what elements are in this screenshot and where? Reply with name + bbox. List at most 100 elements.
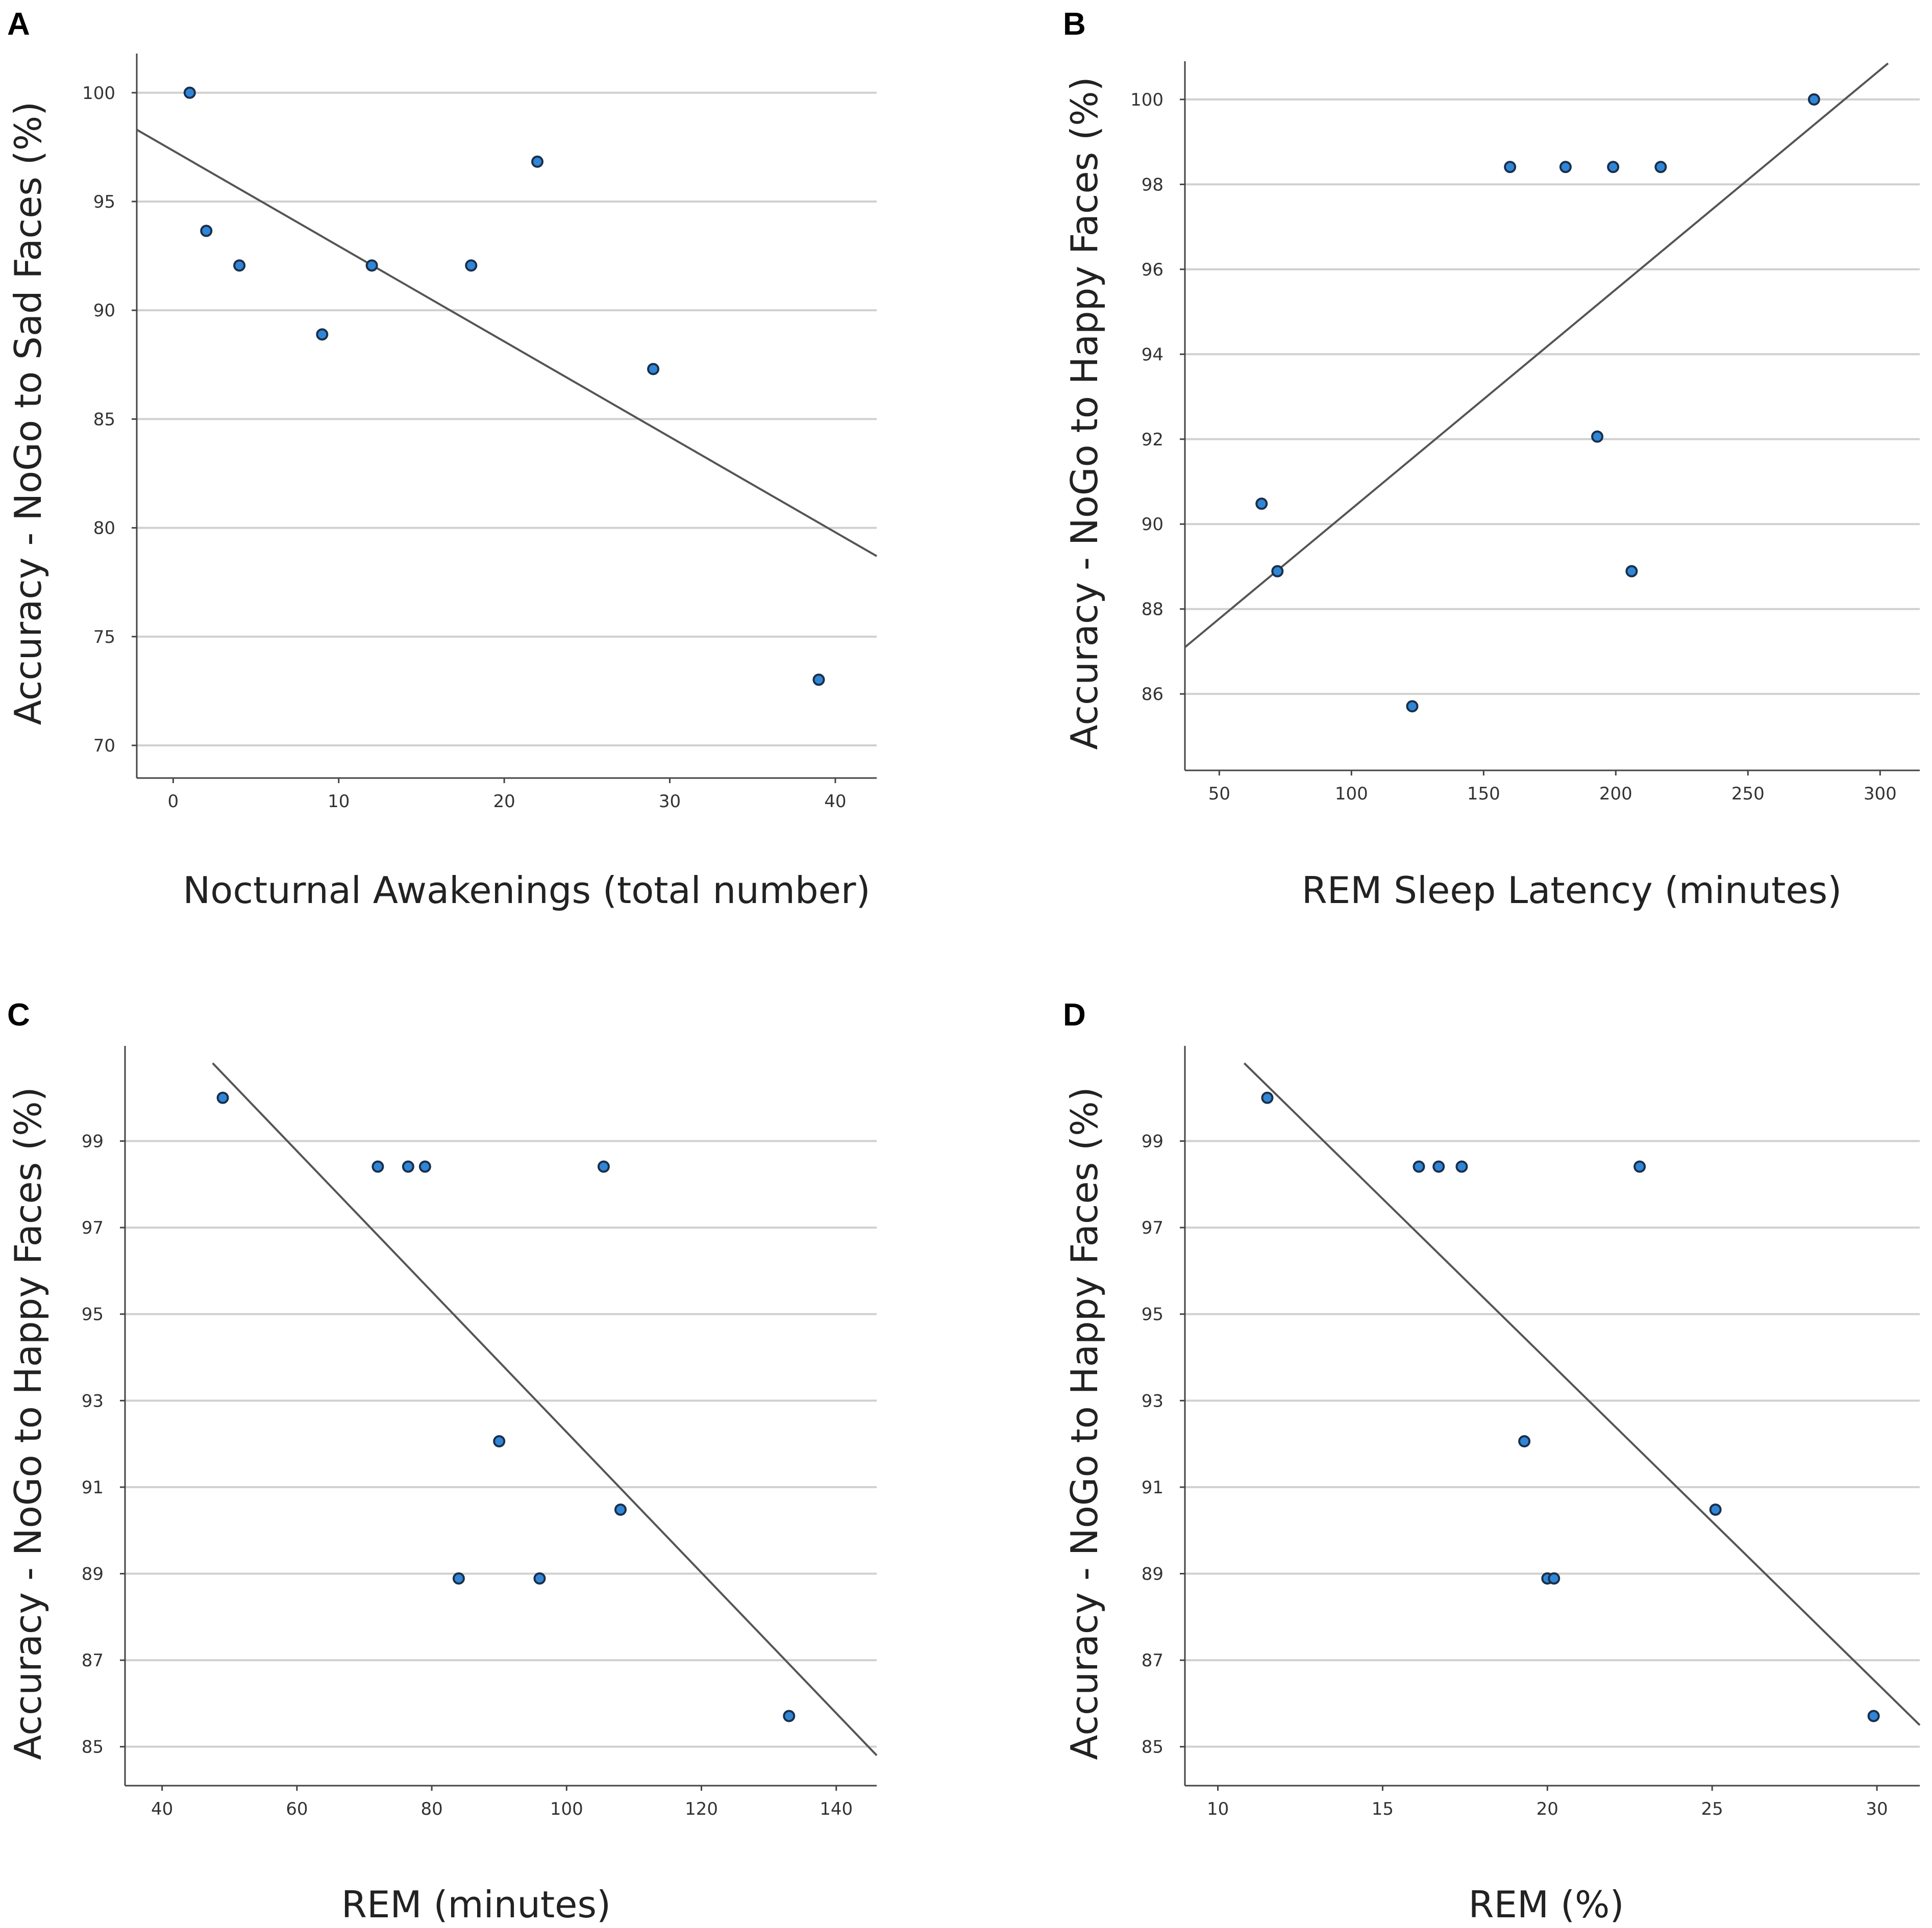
panel-c-data-point [216,1091,229,1104]
panel-a-data-point [200,224,213,237]
panel-d-y-tick-label: 85 [1142,1737,1163,1758]
panel-a-data-point [812,673,825,686]
panel-d-y-tick-label: 99 [1142,1132,1163,1152]
panel-b-y-tick-label: 94 [1142,344,1163,365]
panel-c-y-tick-label: 97 [82,1218,104,1238]
panel-b: B 50 100 150 200 250 300 86 88 90 92 94 96 98 100 RE… [1063,7,1920,912]
panel-d-data-point [1633,1160,1646,1173]
panel-d-y-axis-title: Accuracy - NoGo to Happy Faces (%) [1063,1087,1106,1760]
panel-d-data-point [1413,1160,1425,1173]
panel-c-data-point [402,1160,414,1173]
panel-a-y-tick-label: 100 [82,83,115,104]
panel-a: A 0 10 20 30 40 70 75 80 85 90 95 100 Nocturnal Aw… [7,7,877,912]
panel-b-x-tick-label: 100 [1335,784,1368,804]
panel-d-y-ticks: 85 87 89 91 93 95 97 99 [1142,1132,1185,1758]
panel-c-x-ticks: 40 60 80 100 120 140 [151,1786,853,1819]
panel-d-y-tick-label: 93 [1142,1391,1163,1411]
panel-a-x-tick-label: 20 [493,791,515,812]
panel-a-y-axis-title: Accuracy - NoGo to Sad Faces (%) [7,102,49,725]
panel-b-x-ticks: 50 100 150 200 250 300 [1208,770,1897,804]
panel-c-regression-line [212,1062,878,1757]
panel-a-data-point [233,259,246,272]
panel-b-regression-line [1184,62,1889,648]
panel-c-x-tick-label: 80 [420,1799,442,1819]
panel-c-x-tick-label: 60 [286,1799,308,1819]
panel-a-data-point [531,155,544,168]
panel-c-gridlines [125,1140,877,1748]
panel-c-data-point [452,1572,465,1585]
panel-a-axes [136,54,877,779]
panel-b-data-point [1559,161,1572,173]
panel-b-data-point [1607,161,1620,173]
panel-d-y-tick-label: 97 [1142,1218,1163,1238]
panel-a-y-tick-label: 75 [93,627,115,647]
panel-a-y-tick-label: 85 [93,409,115,430]
panel-d: D 10 15 20 25 30 85 87 89 91 93 95 97 99 REM (%) Ac… [1063,997,1921,1926]
panel-letter-b: B [1063,7,1086,42]
panel-a-regression-line [136,129,877,557]
panel-b-data-point [1625,565,1638,578]
panel-c-y-tick-label: 95 [82,1305,104,1325]
panel-c-data-point [614,1504,627,1516]
panel-b-data-point [1591,430,1604,443]
panel-d-data-point [1867,1710,1880,1722]
panel-a-data-point [647,363,660,375]
panel-c-x-tick-label: 40 [151,1799,173,1819]
panel-c-data-point [533,1572,546,1585]
panel-d-y-tick-label: 87 [1142,1650,1163,1671]
panel-d-data-point [1709,1504,1722,1516]
panel-c-points [216,1091,796,1722]
panel-d-x-tick-label: 10 [1207,1799,1229,1819]
panel-b-data-point [1654,161,1667,173]
panel-b-points [1255,93,1820,713]
panel-a-y-tick-label: 95 [93,192,115,212]
panel-d-data-point [1518,1435,1531,1448]
panel-letter-a: A [7,7,30,42]
panel-d-x-tick-label: 30 [1866,1799,1888,1819]
panel-c-y-tick-label: 93 [82,1391,104,1411]
panel-a-data-point [465,259,478,272]
panel-a-data-point [316,328,329,341]
panel-c-y-ticks: 85 87 89 91 93 95 97 99 [82,1132,125,1758]
panel-d-gridlines [1185,1140,1920,1748]
panel-b-data-point [1255,497,1268,510]
panel-a-x-tick-label: 30 [659,791,681,812]
panel-d-regression-line [1243,1062,1921,1726]
panel-letter-d: D [1063,997,1086,1033]
panel-a-x-tick-label: 10 [328,791,350,812]
panel-d-points [1261,1091,1880,1722]
panel-b-y-tick-label: 96 [1142,260,1163,280]
panel-c-x-tick-label: 100 [550,1799,583,1819]
panel-b-y-tick-label: 98 [1142,174,1163,195]
panel-b-y-ticks: 86 88 90 92 94 96 98 100 [1130,90,1185,705]
panel-d-y-tick-label: 89 [1142,1564,1163,1585]
panel-b-x-tick-label: 150 [1467,784,1500,804]
panel-d-y-tick-label: 91 [1142,1478,1163,1498]
panel-b-x-axis-title: REM Sleep Latency (minutes) [1302,869,1842,912]
panel-a-gridlines [137,91,877,747]
panel-d-x-tick-label: 25 [1701,1799,1723,1819]
panel-a-data-point [365,259,378,272]
panel-c-data-point [597,1160,610,1173]
panel-b-y-axis-title: Accuracy - NoGo to Happy Faces (%) [1063,77,1106,749]
panel-d-x-tick-label: 20 [1537,1799,1558,1819]
panel-b-x-tick-label: 250 [1731,784,1765,804]
panel-d-data-point [1432,1160,1445,1173]
panel-b-data-point [1807,93,1820,106]
panel-a-x-tick-label: 0 [168,791,179,812]
panel-a-x-axis-title: Nocturnal Awakenings (total number) [183,869,870,912]
panel-d-x-tick-label: 15 [1372,1799,1394,1819]
panel-b-axes [1184,61,1920,771]
panel-d-y-tick-label: 95 [1142,1305,1163,1325]
panel-b-y-tick-label: 100 [1130,90,1163,110]
panel-c-y-tick-label: 91 [82,1478,104,1498]
panel-b-data-point [1406,700,1419,713]
panel-d-data-point [1455,1160,1468,1173]
panel-b-x-tick-label: 200 [1599,784,1632,804]
panel-a-x-tick-label: 40 [824,791,846,812]
panel-c-data-point [418,1160,431,1173]
panel-c-y-tick-label: 87 [82,1650,104,1671]
panel-c-y-tick-label: 89 [82,1564,104,1585]
panel-b-y-tick-label: 88 [1142,599,1163,620]
panel-d-x-ticks: 10 15 20 25 30 [1207,1786,1888,1819]
